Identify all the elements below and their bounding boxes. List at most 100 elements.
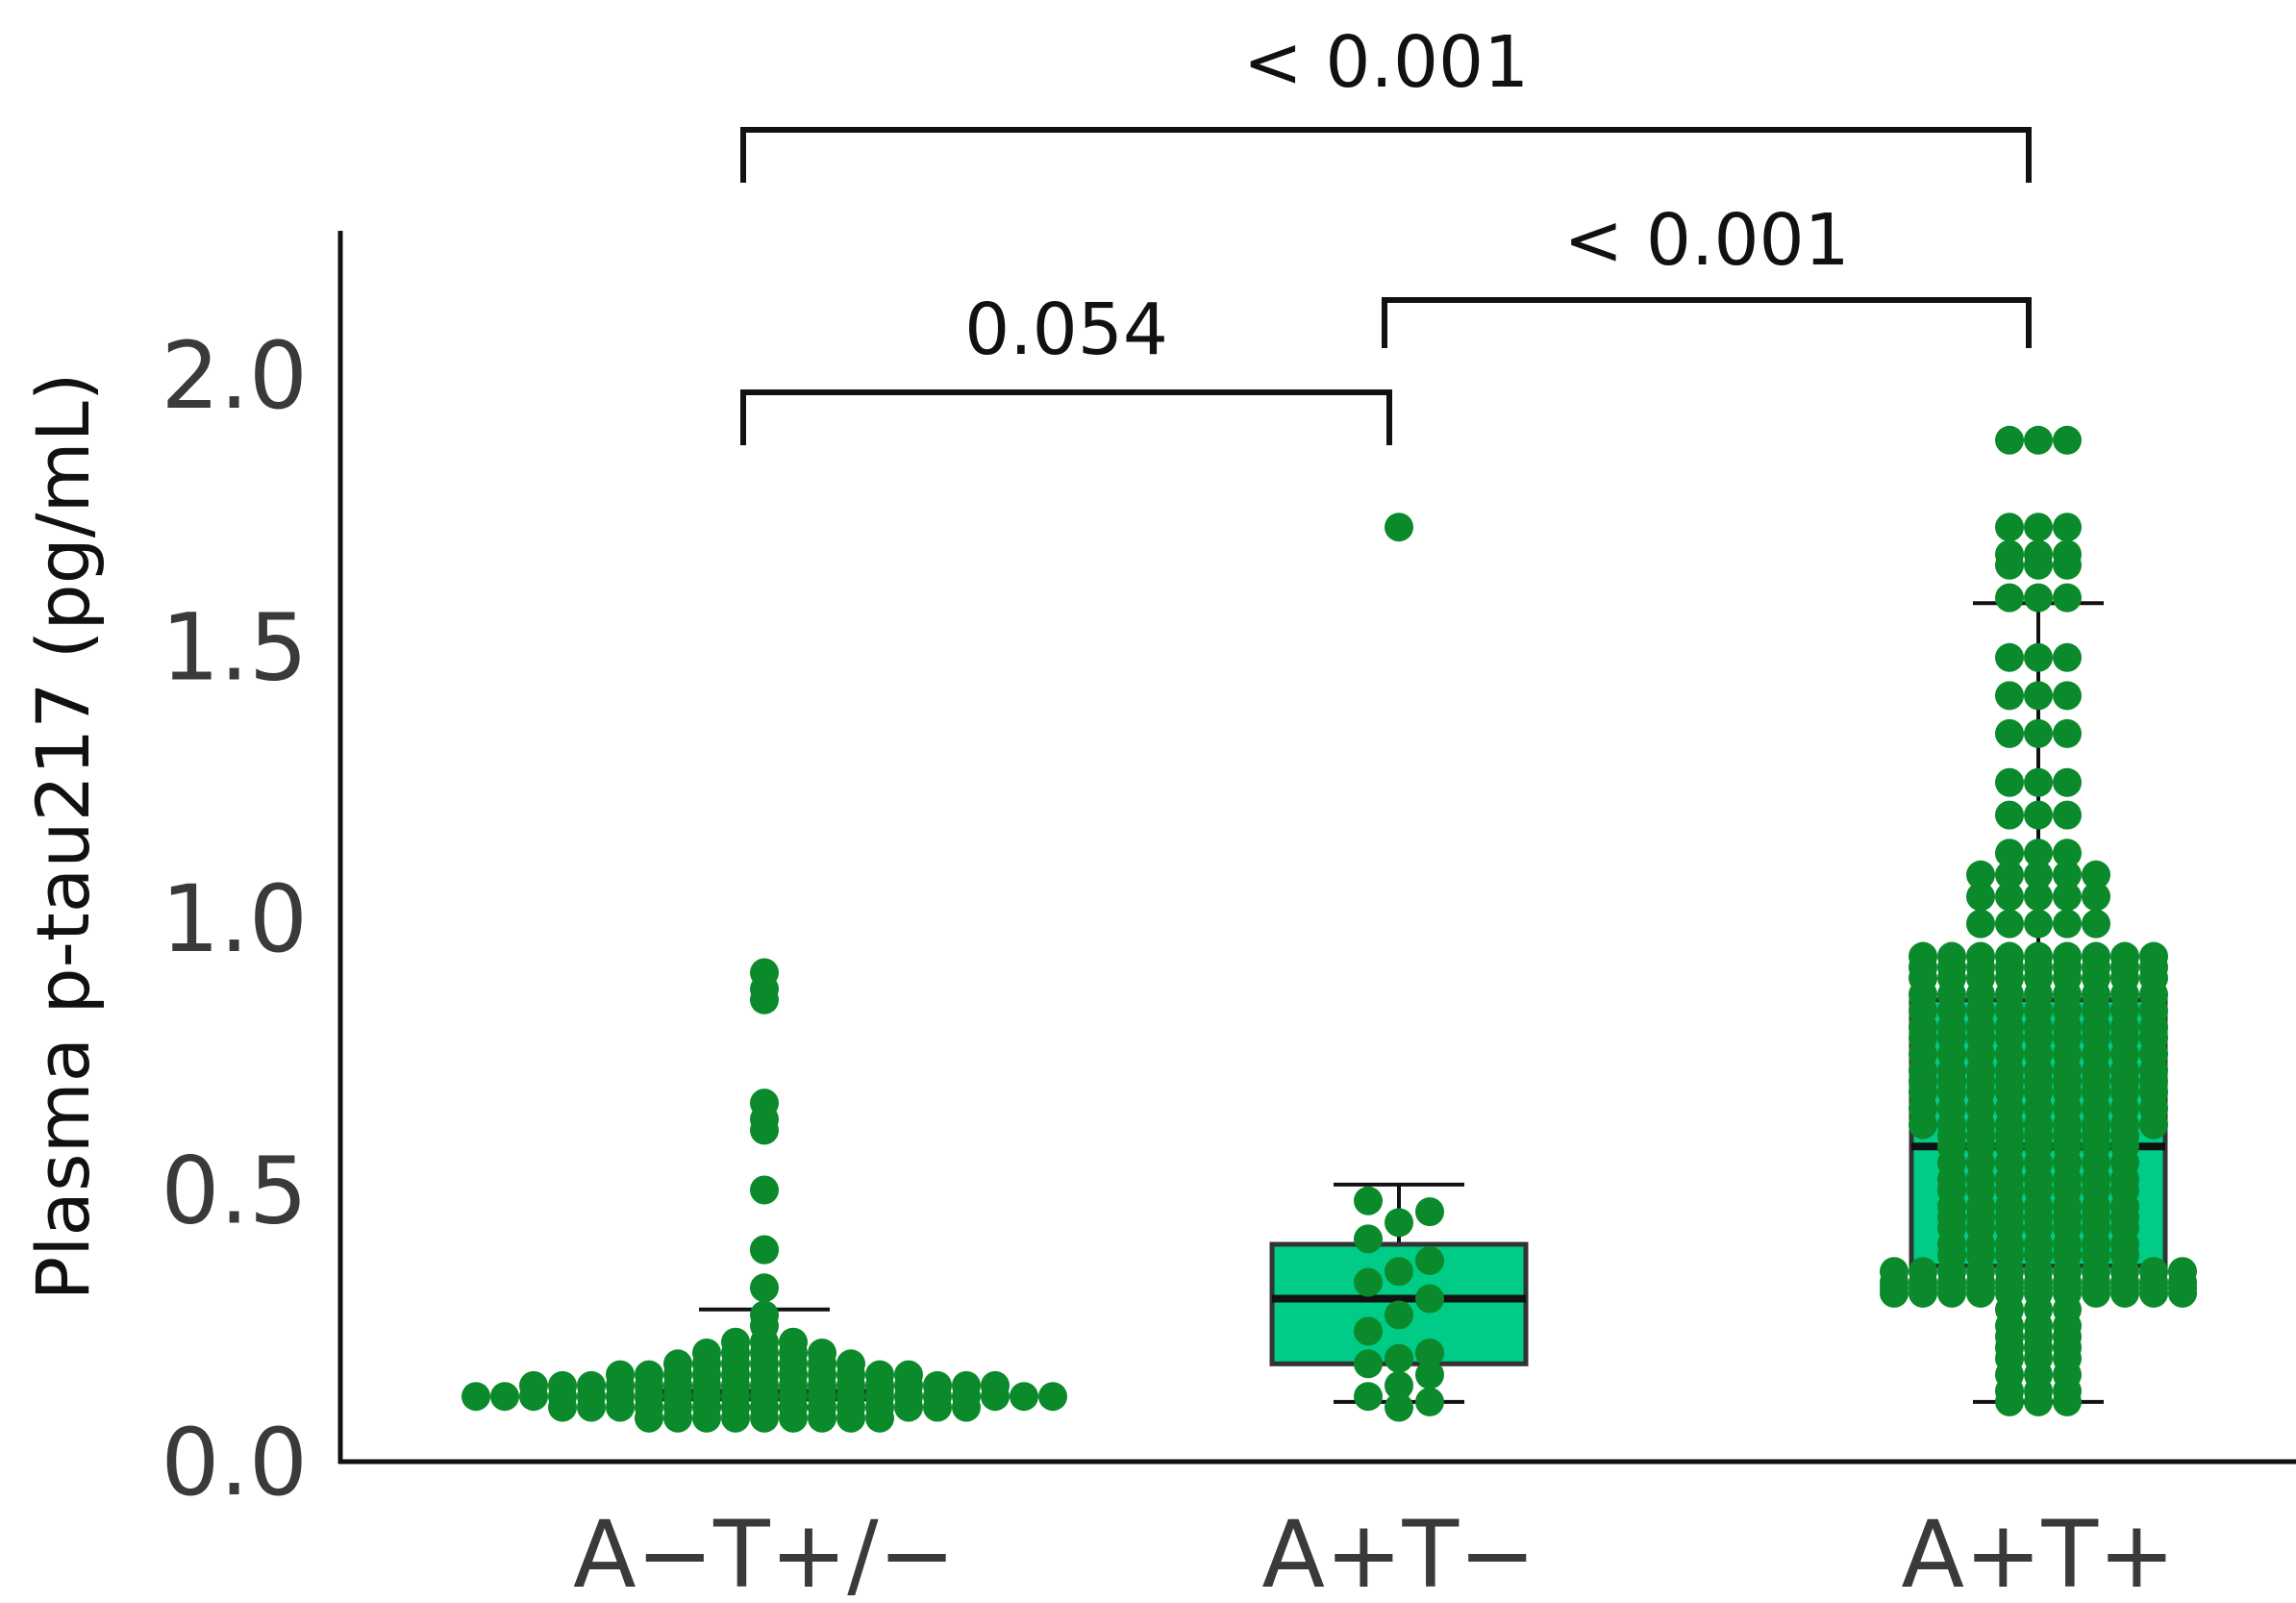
data-point xyxy=(1354,1186,1383,1215)
data-point xyxy=(2053,425,2082,455)
data-point xyxy=(577,1392,606,1422)
data-point xyxy=(2024,767,2053,797)
data-point xyxy=(1995,718,2024,748)
data-point xyxy=(2053,800,2082,830)
data-point xyxy=(779,1403,808,1433)
data-point xyxy=(548,1370,577,1400)
data-point xyxy=(952,1370,981,1400)
data-point xyxy=(606,1392,635,1422)
data-point xyxy=(2053,909,2082,939)
data-point xyxy=(2024,513,2053,542)
data-point xyxy=(750,1311,779,1340)
data-point xyxy=(548,1392,577,1422)
y-tick-label: 1.5 xyxy=(161,594,308,702)
data-point xyxy=(865,1403,894,1433)
x-tick-label: A+T+ xyxy=(1901,1501,2175,1603)
data-point xyxy=(1995,882,2024,912)
data-point xyxy=(894,1360,923,1390)
data-point xyxy=(750,1403,779,1433)
data-point xyxy=(490,1382,519,1412)
data-point xyxy=(1880,1278,1909,1308)
data-point xyxy=(2053,583,2082,613)
data-point xyxy=(1038,1382,1067,1412)
comparison-bracket: < 0.001 xyxy=(1382,199,2032,348)
data-point xyxy=(1995,909,2024,939)
data-point xyxy=(2053,882,2082,912)
data-point xyxy=(2024,839,2053,868)
data-point xyxy=(1937,1278,1966,1308)
data-point xyxy=(2024,550,2053,580)
data-point xyxy=(1995,860,2024,889)
data-point xyxy=(808,1403,836,1433)
data-point xyxy=(606,1360,635,1390)
data-point xyxy=(2024,642,2053,672)
data-point xyxy=(2024,1387,2053,1416)
data-point xyxy=(1966,909,1995,939)
x-axis-ticks: A−T+/− A+T− A+T+ xyxy=(573,1501,2176,1603)
data-point xyxy=(1385,1257,1413,1287)
data-point xyxy=(779,1327,808,1357)
x-tick-label: A−T+/− xyxy=(573,1501,956,1603)
data-point xyxy=(750,1273,779,1303)
data-point xyxy=(1354,1382,1383,1412)
data-point xyxy=(462,1382,490,1412)
data-point xyxy=(2024,718,2053,748)
data-point xyxy=(2053,860,2082,889)
data-point xyxy=(1995,839,2024,868)
data-point xyxy=(1995,642,2024,672)
data-point xyxy=(1966,1278,1995,1308)
data-point xyxy=(1909,1278,1937,1308)
data-point xyxy=(2024,860,2053,889)
data-point xyxy=(663,1349,692,1379)
y-tick-label: 1.0 xyxy=(161,865,308,973)
data-point xyxy=(577,1370,606,1400)
data-point xyxy=(1995,681,2024,711)
data-point xyxy=(2168,1278,2197,1308)
data-point xyxy=(1354,1224,1383,1254)
data-point xyxy=(2082,860,2110,889)
data-point xyxy=(2053,718,2082,748)
data-point xyxy=(1995,1387,2024,1416)
comparison-bracket: 0.054 xyxy=(740,288,1392,445)
data-point xyxy=(2024,882,2053,912)
data-point xyxy=(2053,1387,2082,1416)
data-point xyxy=(2082,909,2110,939)
data-point xyxy=(836,1349,865,1379)
data-point xyxy=(1385,1208,1413,1238)
data-point xyxy=(1354,1349,1383,1379)
data-point xyxy=(1995,767,2024,797)
data-point xyxy=(2024,681,2053,711)
data-point xyxy=(1966,860,1995,889)
data-point xyxy=(1995,425,2024,455)
x-tick-label: A+T− xyxy=(1261,1501,1535,1603)
data-point xyxy=(750,1175,779,1205)
data-point xyxy=(2053,681,2082,711)
data-point xyxy=(1415,1360,1444,1390)
data-point xyxy=(750,985,779,1014)
y-tick-label: 0.0 xyxy=(161,1409,308,1516)
data-point xyxy=(1385,1392,1413,1422)
y-tick-label: 2.0 xyxy=(161,322,308,430)
data-point xyxy=(1415,1245,1444,1275)
bracket-line xyxy=(740,127,2032,183)
data-point xyxy=(1995,550,2024,580)
data-point xyxy=(1354,1267,1383,1297)
data-point xyxy=(692,1403,721,1433)
bracket-line xyxy=(740,389,1392,445)
data-point xyxy=(1415,1387,1444,1416)
data-point xyxy=(1385,1370,1413,1400)
points-layer xyxy=(462,425,2197,1433)
y-axis-title: Plasma p-tau217 (pg/mL) xyxy=(20,372,106,1300)
p-value-label: 0.054 xyxy=(964,288,1168,371)
data-point xyxy=(1415,1339,1444,1367)
data-point xyxy=(1010,1382,1038,1412)
y-tick-label: 0.5 xyxy=(161,1138,308,1245)
data-point xyxy=(1995,513,2024,542)
data-point xyxy=(2053,767,2082,797)
data-point xyxy=(1966,882,1995,912)
data-point xyxy=(2024,583,2053,613)
data-point xyxy=(865,1360,894,1390)
data-point xyxy=(750,1115,779,1145)
data-point xyxy=(721,1327,750,1357)
data-point xyxy=(1385,1300,1413,1330)
